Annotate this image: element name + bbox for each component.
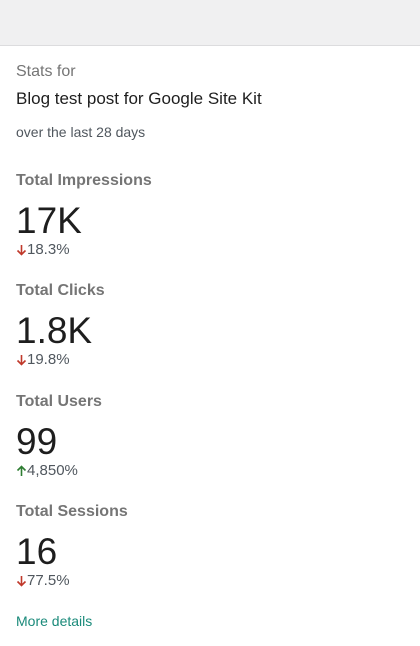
metric-change-value: 4,850% (27, 462, 78, 479)
metric-change: 77.5% (16, 571, 404, 591)
top-bar (0, 0, 420, 46)
arrow-down-icon (16, 245, 27, 256)
metric-total-sessions: Total Sessions 16 77.5% (16, 501, 404, 591)
metric-value: 99 (16, 421, 58, 462)
more-details-link[interactable]: More details (16, 613, 93, 629)
metric-label: Total Users (16, 393, 102, 410)
arrow-up-icon (16, 465, 27, 476)
arrow-down-icon (16, 576, 27, 587)
stats-for-label: Stats for (16, 63, 76, 80)
metric-value: 17K (16, 200, 82, 241)
arrow-down-icon (16, 355, 27, 366)
metric-change: 18.3% (16, 240, 404, 260)
metric-change-value: 77.5% (27, 572, 70, 589)
metric-total-users: Total Users 99 4,850% (16, 391, 404, 481)
metric-label: Total Sessions (16, 503, 128, 520)
metric-change: 19.8% (16, 350, 404, 370)
metric-total-clicks: Total Clicks 1.8K 19.8% (16, 280, 404, 370)
metric-total-impressions: Total Impressions 17K 18.3% (16, 170, 404, 260)
metric-change-value: 18.3% (27, 241, 70, 258)
metric-label: Total Clicks (16, 282, 105, 299)
metric-value: 16 (16, 531, 58, 572)
metric-change-value: 19.8% (27, 351, 70, 368)
metric-label: Total Impressions (16, 172, 152, 189)
date-range-label: over the last 28 days (16, 124, 146, 140)
post-title: Blog test post for Google Site Kit (16, 89, 262, 108)
metric-value: 1.8K (16, 310, 93, 351)
metric-change: 4,850% (16, 461, 404, 481)
